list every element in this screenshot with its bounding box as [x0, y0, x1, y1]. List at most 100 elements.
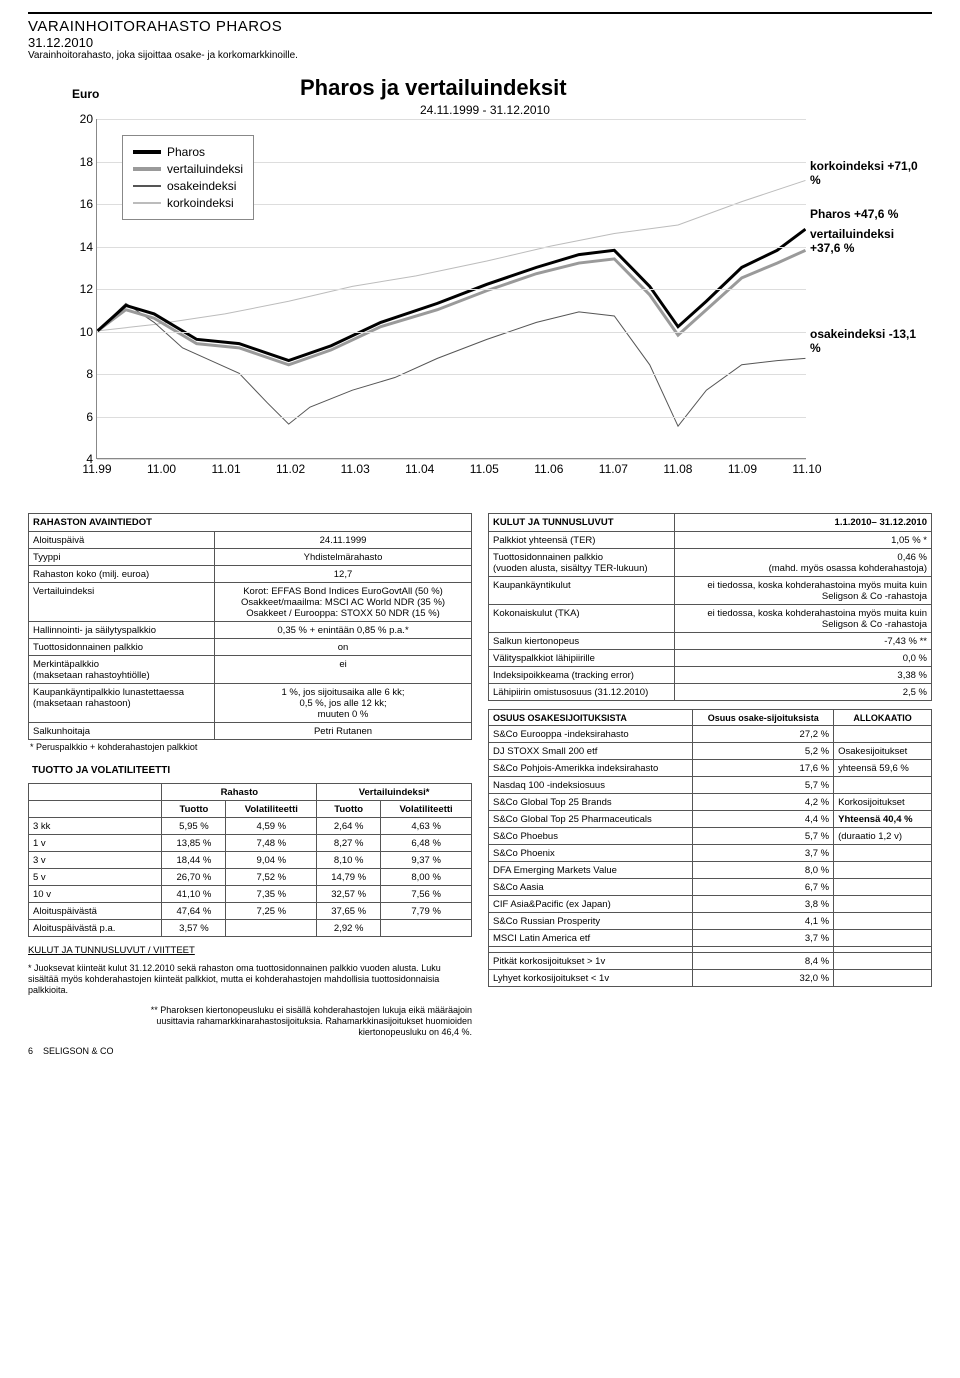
table-row: Välityspalkkiot lähipiirille0,0 %	[489, 650, 932, 667]
cell: 17,6 %	[693, 760, 834, 777]
cell: S&Co Phoebus	[489, 828, 693, 845]
legend-item: osakeindeksi	[133, 179, 243, 193]
footer-brand: SELIGSON & CO	[43, 1046, 114, 1056]
table-row: Lyhyet korkosijoitukset < 1v32,0 %	[489, 970, 932, 987]
cell: 1 v	[29, 835, 162, 852]
table-row: Tuottosidonnainen palkkio (vuoden alusta…	[489, 549, 932, 577]
cell: S&Co Aasia	[489, 879, 693, 896]
cell	[834, 953, 932, 970]
cell: 6,48 %	[381, 835, 472, 852]
cell: 14,79 %	[317, 869, 381, 886]
xtick: 11.08	[663, 462, 692, 476]
cell: 5,95 %	[162, 818, 226, 835]
cell-value: Petri Rutanen	[215, 723, 472, 740]
page-footer: 6 SELIGSON & CO	[28, 1046, 932, 1056]
cell: Korkosijoitukset	[834, 794, 932, 811]
xtick: 11.02	[276, 462, 305, 476]
table-row: Rahaston koko (milj. euroa)12,7	[29, 566, 472, 583]
table-row: Lähipiirin omistusosuus (31.12.2010)2,5 …	[489, 684, 932, 701]
cell-key: Aloituspäivä	[29, 532, 215, 549]
table-row: 3 v18,44 %9,04 %8,10 %9,37 %	[29, 852, 472, 869]
table-row: SalkunhoitajaPetri Rutanen	[29, 723, 472, 740]
cell: S&Co Global Top 25 Pharmaceuticals	[489, 811, 693, 828]
cell-value: Korot: EFFAS Bond Indices EuroGovtAll (5…	[215, 583, 472, 622]
table-row: S&Co Phoenix3,7 %	[489, 845, 932, 862]
kulut-table: KULUT JA TUNNUSLUVUT 1.1.2010– 31.12.201…	[488, 513, 932, 701]
legend-item: vertailuindeksi	[133, 162, 243, 176]
cell: 7,79 %	[381, 903, 472, 920]
cell: 5,7 %	[693, 828, 834, 845]
chart-annotation: korkoindeksi +71,0 %	[810, 159, 920, 187]
cell-value: 12,7	[215, 566, 472, 583]
page-number: 6	[28, 1046, 33, 1056]
cell: S&Co Eurooppa -indeksirahasto	[489, 726, 693, 743]
col-subheader: Volatiliteetti	[226, 801, 317, 818]
cell: 8,4 %	[693, 953, 834, 970]
cell	[381, 920, 472, 937]
cell	[834, 777, 932, 794]
table-row: Kaupankäyntipalkkio lunastettaessa (maks…	[29, 684, 472, 723]
cell-value: 1 %, jos sijoitusaika alle 6 kk; 0,5 %, …	[215, 684, 472, 723]
col-subheader	[29, 801, 162, 818]
cell: 47,64 %	[162, 903, 226, 920]
cell	[834, 845, 932, 862]
ytick: 10	[69, 325, 93, 339]
cell: 4,1 %	[693, 913, 834, 930]
cell: 8,10 %	[317, 852, 381, 869]
cell: CIF Asia&Pacific (ex Japan)	[489, 896, 693, 913]
series-osakeindeksi	[98, 303, 806, 426]
cell: 18,44 %	[162, 852, 226, 869]
avaintiedot-table: RAHASTON AVAINTIEDOT Aloituspäivä24.11.1…	[28, 513, 472, 740]
table-row: Aloituspäivästä p.a.3,57 %2,92 %	[29, 920, 472, 937]
cell: 3,57 %	[162, 920, 226, 937]
xtick: 11.06	[534, 462, 563, 476]
cell: DJ STOXX Small 200 etf	[489, 743, 693, 760]
table-row: Palkkiot yhteensä (TER)1,05 % *	[489, 532, 932, 549]
table-row: TyyppiYhdistelmärahasto	[29, 549, 472, 566]
cell: MSCI Latin America etf	[489, 930, 693, 947]
xtick: 11.99	[82, 462, 111, 476]
cell-key: Rahaston koko (milj. euroa)	[29, 566, 215, 583]
cell: S&Co Russian Prosperity	[489, 913, 693, 930]
xtick: 11.00	[147, 462, 176, 476]
cell-value: ei tiedossa, koska kohderahastoina myös …	[675, 577, 932, 605]
cell-value: -7,43 % **	[675, 633, 932, 650]
cell-key: Kaupankäyntikulut	[489, 577, 675, 605]
chart-title: Pharos ja vertailuindeksit	[300, 75, 567, 101]
cell	[226, 920, 317, 937]
doc-title: VARAINHOITORAHASTO PHAROS	[28, 18, 932, 35]
cell: S&Co Global Top 25 Brands	[489, 794, 693, 811]
viitteet-title: KULUT JA TUNNUSLUVUT / VIITTEET	[28, 945, 472, 957]
cell-key: Vertailuindeksi	[29, 583, 215, 622]
cell: 3 kk	[29, 818, 162, 835]
table-row: Aloituspäivä24.11.1999	[29, 532, 472, 549]
cell	[834, 862, 932, 879]
avaintiedot-title: RAHASTON AVAINTIEDOT	[29, 514, 472, 532]
legend-swatch	[133, 150, 161, 154]
legend-item: korkoindeksi	[133, 196, 243, 210]
table-row: MSCI Latin America etf3,7 %	[489, 930, 932, 947]
table-row: VertailuindeksiKorot: EFFAS Bond Indices…	[29, 583, 472, 622]
ytick: 12	[69, 282, 93, 296]
cell-key: Tuottosidonnainen palkkio	[29, 639, 215, 656]
cell	[834, 913, 932, 930]
cell: 41,10 %	[162, 886, 226, 903]
xtick: 11.04	[405, 462, 434, 476]
ytick: 20	[69, 112, 93, 126]
table-row: CIF Asia&Pacific (ex Japan)3,8 %	[489, 896, 932, 913]
legend-label: Pharos	[167, 145, 205, 159]
cell-key: Salkun kiertonopeus	[489, 633, 675, 650]
legend-swatch	[133, 185, 161, 187]
xtick: 11.03	[341, 462, 370, 476]
xtick: 11.10	[792, 462, 821, 476]
legend-label: osakeindeksi	[167, 179, 236, 193]
cell: 3 v	[29, 852, 162, 869]
xtick: 11.05	[470, 462, 499, 476]
cell-value: on	[215, 639, 472, 656]
cell: Aloituspäivästä p.a.	[29, 920, 162, 937]
cell: 27,2 %	[693, 726, 834, 743]
cell-value: Yhdistelmärahasto	[215, 549, 472, 566]
table-row: S&Co Eurooppa -indeksirahasto27,2 %	[489, 726, 932, 743]
kulut-period: 1.1.2010– 31.12.2010	[675, 514, 932, 532]
table-row: 10 v41,10 %7,35 %32,57 %7,56 %	[29, 886, 472, 903]
